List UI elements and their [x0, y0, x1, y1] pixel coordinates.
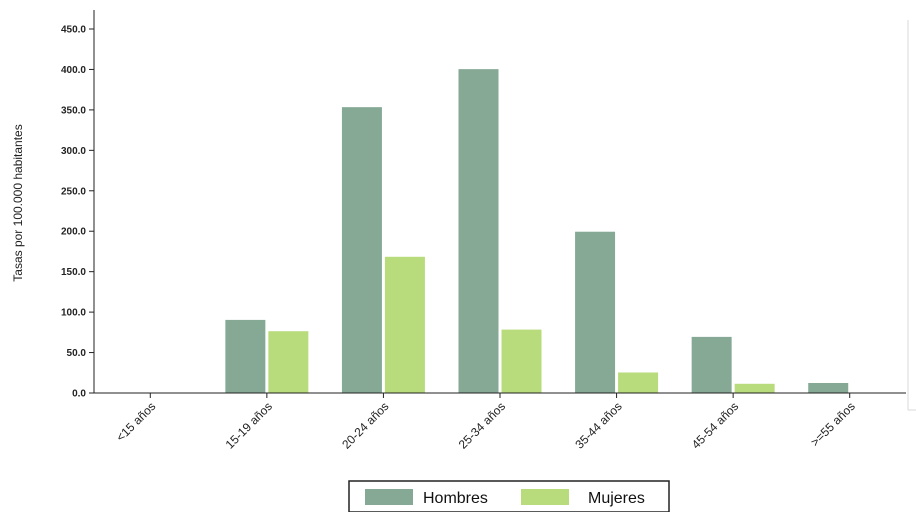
y-axis-title: Tasas por 100.000 habitantes — [11, 124, 25, 281]
x-tick-label: 45-54 años — [689, 399, 741, 451]
bar-mujeres-4 — [617, 371, 660, 394]
bar-hombres-1 — [224, 318, 267, 394]
y-tick-label: 100.0 — [61, 308, 86, 319]
y-tick-label: 0.0 — [72, 389, 86, 400]
x-tick-label: 20-24 años — [339, 399, 391, 451]
y-tick-label: 400.0 — [61, 65, 86, 76]
y-tick-label: 150.0 — [61, 267, 86, 278]
bar-mujeres-5 — [733, 382, 776, 394]
y-tick-label: 200.0 — [61, 227, 86, 238]
y-tick-label: 250.0 — [61, 186, 86, 197]
y-tick-label: 350.0 — [61, 105, 86, 116]
bar-hombres-6 — [807, 381, 850, 394]
bar-hombres-2 — [340, 106, 383, 394]
x-tick-label: <15 años — [113, 399, 158, 444]
legend-label-mujeres: Mujeres — [588, 490, 645, 507]
legend-swatch-mujeres — [521, 489, 569, 505]
bar-hombres-4 — [574, 230, 617, 394]
x-tick-label: >=55 años — [808, 399, 858, 449]
bar-mujeres-3 — [500, 328, 543, 394]
y-tick-label: 450.0 — [61, 25, 86, 36]
legend-label-hombres: Hombres — [423, 490, 488, 507]
bar-mujeres-1 — [267, 330, 310, 394]
y-tick-label: 50.0 — [67, 348, 87, 359]
legend: Hombres Mujeres — [348, 480, 670, 512]
legend-swatch-hombres — [365, 489, 413, 505]
x-tick-label: 35-44 años — [572, 399, 624, 451]
x-axis: <15 años 15-19 años 20-24 años 25-34 años 35… — [94, 392, 906, 452]
y-tick-label: 300.0 — [61, 146, 86, 157]
bars — [224, 68, 850, 394]
bar-hombres-3 — [457, 68, 500, 394]
y-axis: 0.0 50.0 100.0 150.0 200.0 250.0 300.0 350.0 400… — [61, 10, 95, 400]
x-tick-label: 25-34 años — [456, 399, 508, 451]
bar-hombres-5 — [690, 335, 733, 394]
bar-mujeres-2 — [383, 255, 426, 394]
x-tick-label: 15-19 años — [223, 399, 275, 451]
